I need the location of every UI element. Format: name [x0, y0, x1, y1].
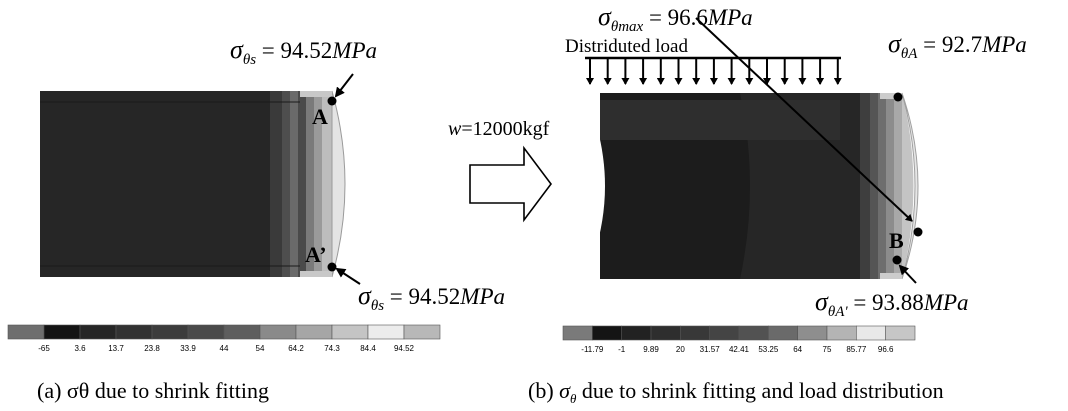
colorbar-a: -65 3.6 13.7 23.8 33.9 44 54 64.2 74.3 84.4 94.52 [7, 324, 441, 353]
colorbar-swatch [562, 325, 593, 341]
colorbar-tick-label: -1 [618, 345, 626, 354]
colorbar-swatch [826, 325, 857, 341]
caption-b: (b) σθ due to shrink fitting and load di… [528, 378, 944, 406]
colorbar-swatch [43, 324, 81, 340]
band [270, 91, 282, 277]
point-b-label: B [889, 228, 904, 253]
colorbar-tick-label: 3.6 [74, 344, 86, 353]
colorbar-swatch [797, 325, 828, 341]
colorbar-tick-label: 85.77 [846, 345, 867, 354]
callout-arrow-max [695, 17, 913, 222]
load-label: Distriduted load [565, 36, 688, 57]
band [282, 91, 290, 277]
colorbar-swatch [738, 325, 769, 341]
colorbar-swatch [187, 324, 225, 340]
colorbar-tick-label: 44 [220, 344, 229, 353]
colorbar-tick-label: 96.6 [878, 345, 894, 354]
point-a-prime-marker [327, 262, 337, 272]
process-arrow [469, 145, 552, 223]
colorbar-tick-label: 23.8 [144, 344, 160, 353]
rim [880, 93, 902, 99]
callout-arrow-bottom-a [335, 267, 361, 285]
colorbar-swatch [709, 325, 740, 341]
colorbar-tick-label: 53.25 [758, 345, 779, 354]
band [314, 91, 322, 277]
end-cap [331, 90, 346, 278]
point-a-label: A [312, 104, 328, 129]
colorbar-swatch [768, 325, 798, 341]
colorbar-tick-label: 64.2 [288, 344, 304, 353]
colorbar-swatch [650, 325, 681, 341]
upper-shade [600, 100, 840, 140]
band [290, 91, 298, 277]
colorbar-swatch [259, 324, 297, 340]
point-a-marker-b [893, 92, 903, 102]
cylinder-a [0, 90, 346, 278]
colorbar-swatch [295, 324, 333, 340]
colorbar-swatch [151, 324, 189, 340]
colorbar-swatch [79, 324, 117, 340]
callout-arrow-top-a [334, 73, 354, 98]
colorbar-b: -11.79 -1 9.89 20 31.57 42.41 53.25 64 75 85.77 96… [562, 325, 916, 354]
callout-a-b: σθA = 92.7MPa [888, 29, 1027, 62]
weight-label: w=12000kgf [448, 118, 550, 140]
load-arrows [586, 58, 842, 85]
colorbar-tick-label: -65 [38, 344, 50, 353]
left-cutaway [580, 93, 605, 279]
point-b-marker [913, 227, 923, 237]
colorbar-tick-label: 33.9 [180, 344, 196, 353]
callout-bottom-a: σθs = 94.52MPa [358, 281, 505, 314]
colorbar-tick-label: 20 [676, 345, 685, 354]
band [878, 93, 886, 279]
colorbar-swatch [680, 325, 710, 341]
panel-b: Distriduted load B σθmax = 96.6MPa σθA =… [528, 2, 1027, 406]
band [860, 93, 870, 279]
colorbar-swatch [403, 324, 441, 340]
colorbar-tick-label: 75 [823, 345, 832, 354]
caption-a: (a) σθ due to shrink fitting [37, 378, 269, 403]
colorbar-swatch [223, 324, 261, 340]
colorbar-tick-label: -11.79 [581, 345, 604, 354]
colorbar-tick-label: 13.7 [108, 344, 124, 353]
band [902, 93, 914, 279]
rim [300, 91, 332, 97]
band [322, 91, 332, 277]
colorbar-swatch [592, 325, 622, 341]
callout-max: σθmax = 96.6MPa [598, 2, 753, 35]
rim [880, 273, 902, 279]
panel-a: A A’ σθs = 94.52MPa σθs = 94.52MPa -65 3.… [0, 35, 505, 403]
callout-arrow-a-prime [898, 264, 917, 284]
point-a-prime-marker-b [892, 255, 902, 265]
colorbar-tick-label: 42.41 [729, 345, 750, 354]
cylinder-a-body [40, 91, 288, 277]
colorbar-tick-label: 84.4 [360, 344, 376, 353]
band [894, 93, 902, 279]
colorbar-tick-label: 9.89 [643, 345, 659, 354]
colorbar-tick-label: 74.3 [324, 344, 340, 353]
colorbar-tick-label: 31.57 [700, 345, 721, 354]
colorbar-swatch [367, 324, 405, 340]
cylinder-b [580, 92, 919, 280]
colorbar-swatch [621, 325, 652, 341]
point-a-marker [327, 96, 337, 106]
callout-top-a: σθs = 94.52MPa [230, 35, 377, 68]
colorbar-swatch [115, 324, 153, 340]
point-a-prime-label: A’ [305, 242, 327, 267]
callout-a-prime-b: σθA' = 93.88MPa [815, 287, 969, 320]
colorbar-tick-label: 94.52 [394, 344, 415, 353]
colorbar-tick-label: 64 [793, 345, 802, 354]
band [298, 91, 306, 277]
colorbar-swatch [885, 325, 916, 341]
band [306, 91, 314, 277]
colorbar-swatch [331, 324, 369, 340]
colorbar-swatch [856, 325, 886, 341]
rim [300, 271, 332, 277]
band [886, 93, 894, 279]
colorbar-swatch [7, 324, 45, 340]
left-cutaway [0, 91, 33, 277]
colorbar-tick-label: 54 [256, 344, 265, 353]
